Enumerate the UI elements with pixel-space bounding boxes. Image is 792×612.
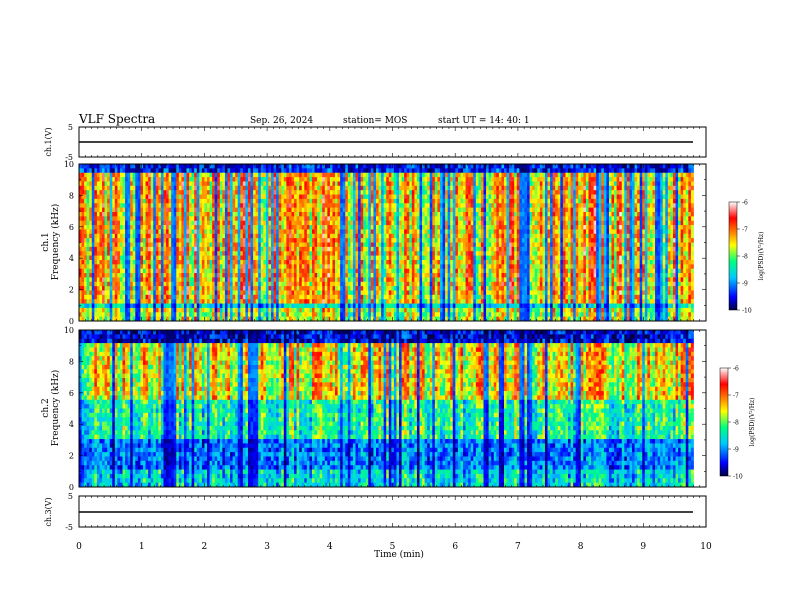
ch2-spectrogram-image [79, 330, 694, 488]
ch3-waveform-panel: 5 -5 ch.3(V) [44, 492, 707, 532]
ch1-colorbar-label: log(PSD)(V²/Hz) [758, 232, 765, 281]
time-tick-label: 2 [202, 542, 208, 552]
ch2-channel-label: ch.2 [41, 398, 51, 417]
frequency-tick-label: 2 [69, 286, 74, 295]
time-tick-label: 3 [264, 542, 270, 552]
colorbar-tick-label: -9 [733, 447, 739, 454]
frequency-tick-label: 0 [69, 317, 74, 326]
colorbar-tick-label: -10 [733, 474, 743, 481]
time-tick-label: 8 [578, 542, 584, 552]
frequency-tick-label: 8 [69, 357, 74, 366]
ch1-ytick-top: 5 [68, 123, 73, 132]
time-tick-label: 4 [327, 542, 333, 552]
ch1-voltage-ylabel: ch.1(V) [44, 127, 53, 156]
frequency-tick-label: 8 [69, 191, 74, 200]
time-tick-label: 9 [640, 542, 646, 552]
ch3-ytick-bottom: -5 [65, 523, 73, 532]
time-axis-label: Time (min) [374, 549, 424, 560]
start-time-label: start UT = 14: 40: 1 [438, 116, 530, 126]
ch2-frequency-ticks: 0 2 4 6 8 10 [64, 326, 706, 492]
frequency-tick-label: 10 [64, 326, 74, 335]
figure-title: VLF Spectra [78, 112, 155, 126]
time-axis-ticks: 0 1 2 3 4 5 6 7 8 9 10 [76, 127, 712, 552]
ch1-spectrogram-image [79, 164, 694, 322]
colorbar-tick-label: -6 [742, 200, 748, 207]
ch2-colorbar: -6 -7 -8 -9 -10 log(PSD)(V²/Hz) [719, 366, 756, 481]
colorbar-tick-label: -7 [742, 227, 748, 234]
date-label: Sep. 26, 2024 [250, 116, 313, 126]
colorbar-tick-label: -6 [733, 366, 739, 373]
time-tick-label: 6 [452, 542, 458, 552]
ch1-frequency-ticks: 0 2 4 6 8 10 [64, 160, 706, 326]
station-label: station= MOS [343, 116, 407, 126]
colorbar-tick-label: -7 [733, 393, 739, 400]
time-tick-label: 0 [76, 542, 82, 552]
frequency-tick-label: 4 [69, 420, 74, 429]
frequency-tick-label: 6 [69, 223, 74, 232]
colorbar-tick-label: -9 [742, 281, 748, 288]
ch2-spectrogram-panel: 0 2 4 6 8 10 ch.2 Frequency (kHz) -6 -7 -8 -9 -10… [41, 326, 756, 492]
frequency-tick-label: 6 [69, 389, 74, 398]
ch1-frequency-ylabel: Frequency (kHz) [50, 204, 61, 281]
time-tick-label: 7 [515, 542, 521, 552]
frequency-tick-label: 4 [69, 254, 74, 263]
ch1-colorbar: -6 -7 -8 -9 -10 log(PSD)(V²/Hz) [728, 200, 765, 315]
time-tick-label: 5 [390, 542, 396, 552]
ch2-colorbar-label: log(PSD)(V²/Hz) [749, 398, 756, 447]
ch3-ytick-top: 5 [68, 492, 73, 501]
ch3-voltage-ylabel: ch.3(V) [44, 497, 53, 526]
frequency-tick-label: 0 [69, 483, 74, 492]
time-tick-label: 1 [139, 542, 145, 552]
ch1-waveform-panel: 5 -5 ch.1(V) [44, 123, 707, 162]
frequency-tick-label: 2 [69, 452, 74, 461]
colorbar-tick-label: -8 [742, 254, 748, 261]
ch1-ytick-bottom: -5 [65, 153, 73, 162]
colorbar-tick-label: -8 [733, 420, 739, 427]
ch1-channel-label: ch.1 [41, 232, 51, 251]
ch2-frequency-ylabel: Frequency (kHz) [50, 370, 61, 447]
frequency-tick-label: 10 [64, 160, 74, 169]
ch1-spectrogram-panel: 0 2 4 6 8 10 ch.1 Frequency (kHz) -6 -7 -8 -9 -10… [41, 160, 765, 326]
time-tick-label: 10 [700, 542, 712, 552]
colorbar-tick-label: -10 [742, 308, 752, 315]
